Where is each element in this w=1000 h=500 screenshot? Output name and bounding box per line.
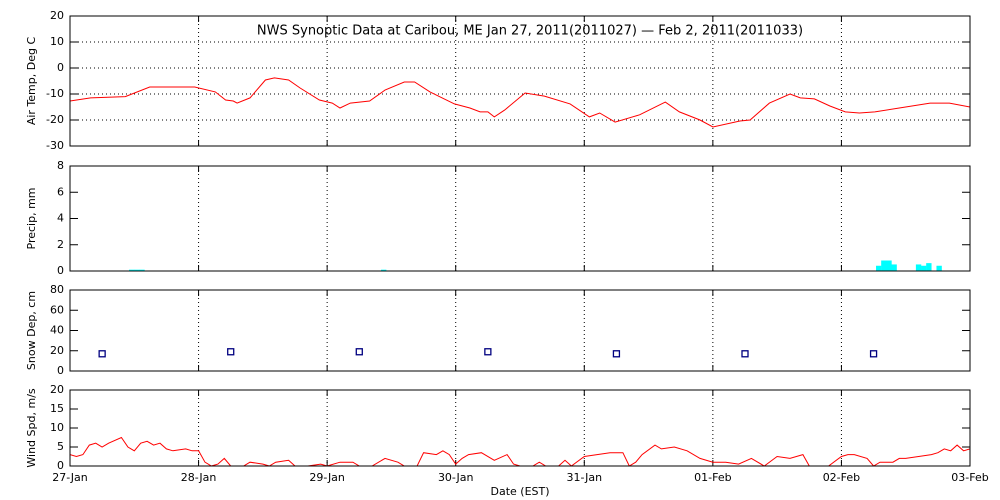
point: [484, 348, 492, 356]
bar: [129, 269, 135, 271]
point: [612, 350, 621, 358]
y-tick-label: 0: [57, 459, 64, 472]
bar: [891, 264, 897, 271]
bar: [381, 269, 387, 271]
y-axis-label: Snow Dep, cm: [25, 291, 38, 370]
y-tick-label: -30: [46, 139, 64, 152]
point: [355, 348, 363, 356]
point: [741, 350, 749, 358]
plot-area: [70, 77, 970, 128]
x-tick-label: 30-Jan: [438, 471, 474, 484]
bar: [886, 260, 892, 271]
y-tick-label: 6: [57, 185, 64, 198]
y-tick-label: 15: [50, 402, 64, 415]
x-tick-label: 02-Feb: [823, 471, 860, 484]
y-tick-label: 20: [50, 383, 64, 396]
data-line: [70, 436, 970, 466]
bar: [936, 265, 942, 271]
x-tick-label: 27-Jan: [52, 471, 88, 484]
bar: [921, 265, 927, 271]
y-tick-label: 0: [57, 61, 64, 74]
chart-title: NWS Synoptic Data at Caribou, ME Jan 27,…: [257, 24, 803, 39]
bar: [915, 264, 922, 271]
point: [227, 348, 235, 356]
y-tick-label: 5: [57, 440, 64, 453]
y-tick-label: 10: [50, 421, 64, 434]
y-tick-label: 60: [50, 303, 64, 316]
y-tick-label: 8: [57, 159, 64, 172]
point: [98, 350, 106, 358]
y-tick-label: 0: [57, 364, 64, 377]
y-tick-label: 4: [57, 212, 64, 225]
y-tick-label: 20: [50, 344, 64, 357]
y-tick-label: 80: [50, 283, 64, 296]
plot-frame: [69, 165, 971, 272]
x-tick-label: 01-Feb: [694, 471, 731, 484]
plot-frame: [69, 15, 971, 147]
x-tick-label: 28-Jan: [181, 471, 217, 484]
y-tick-label: -20: [46, 113, 64, 126]
y-axis-label: Air Temp, Deg C: [25, 37, 38, 126]
bar: [134, 269, 140, 271]
plot-area: [70, 436, 970, 466]
y-tick-label: 0: [57, 264, 64, 277]
x-axis-label: Date (EST): [490, 485, 549, 498]
y-tick-label: -10: [46, 87, 64, 100]
plot-frame: [69, 389, 971, 467]
y-axis-label: Wind Spd, m/s: [25, 388, 38, 468]
y-tick-label: 40: [50, 324, 64, 337]
plot-frame: [69, 289, 971, 372]
x-tick-label: 31-Jan: [567, 471, 603, 484]
bar: [881, 260, 887, 271]
plot-area: [98, 348, 878, 358]
y-axis-label: Precip, mm: [25, 188, 38, 250]
plot-area: [129, 260, 942, 271]
bar: [876, 265, 882, 271]
bar: [139, 269, 145, 271]
x-tick-label: 03-Feb: [951, 471, 988, 484]
y-tick-label: 10: [50, 35, 64, 48]
data-line: [70, 77, 970, 128]
point: [869, 350, 878, 358]
x-tick-label: 29-Jan: [309, 471, 345, 484]
y-tick-label: 20: [50, 9, 64, 22]
y-tick-label: 2: [57, 238, 64, 251]
bar: [926, 263, 932, 271]
